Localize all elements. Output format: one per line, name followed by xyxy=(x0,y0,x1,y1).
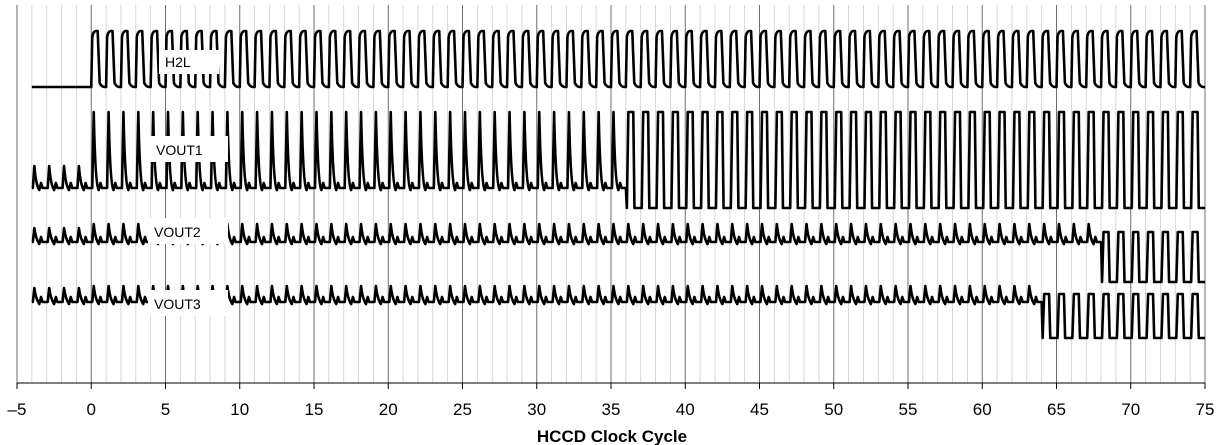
x-tick-label: –5 xyxy=(8,400,27,419)
x-tick-label: 35 xyxy=(602,400,621,419)
x-tick-label: 75 xyxy=(1196,400,1215,419)
trace-label-vout2: VOUT2 xyxy=(154,224,201,240)
x-tick-label: 65 xyxy=(1047,400,1066,419)
x-tick-label: 25 xyxy=(453,400,472,419)
trace-label-vout1: VOUT1 xyxy=(156,142,203,158)
x-tick-group: –5 0 5 10 15 20 25 30 35 40 45 50 55 60 65 70 75 xyxy=(8,383,1215,419)
x-axis-title: HCCD Clock Cycle xyxy=(537,427,687,445)
x-tick-label: 40 xyxy=(676,400,695,419)
x-tick-label: 60 xyxy=(973,400,992,419)
x-tick-label: 15 xyxy=(305,400,324,419)
x-tick-label: 70 xyxy=(1121,400,1140,419)
x-tick-label: 50 xyxy=(824,400,843,419)
x-tick-label: 10 xyxy=(230,400,249,419)
x-tick-label: 5 xyxy=(161,400,170,419)
x-tick-label: 0 xyxy=(87,400,96,419)
x-tick-label: 30 xyxy=(527,400,546,419)
x-tick-label: 20 xyxy=(379,400,398,419)
x-tick-label: 55 xyxy=(899,400,918,419)
x-tick-label: 45 xyxy=(750,400,769,419)
trace-label-h2l: H2L xyxy=(165,54,191,70)
trace-label-vout3: VOUT3 xyxy=(154,296,201,312)
